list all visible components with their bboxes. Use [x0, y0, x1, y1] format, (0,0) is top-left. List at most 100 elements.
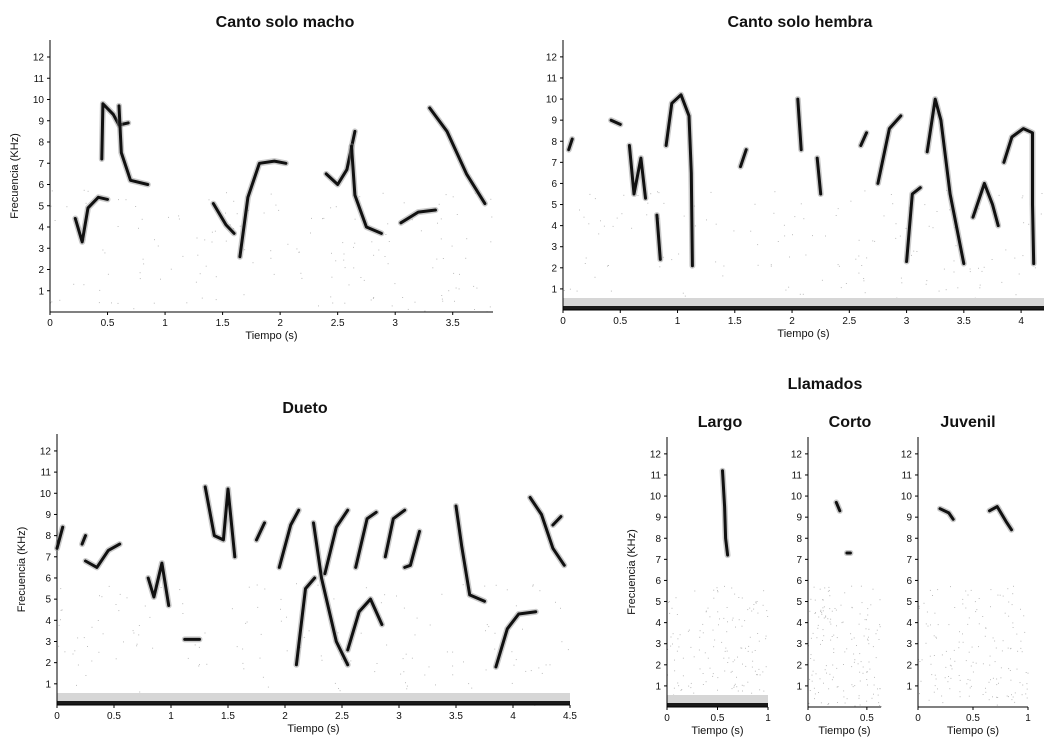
chart-title: Canto solo hembra [727, 14, 873, 31]
background-noise [808, 585, 882, 708]
x-tick-label: 0.5 [711, 713, 725, 724]
x-axis-label: Tiempo (s) [245, 330, 297, 342]
y-tick-label: 3 [551, 242, 557, 253]
y-tick-label: 12 [40, 446, 52, 457]
note-trace [876, 114, 903, 185]
y-tick-label: 10 [40, 489, 52, 500]
y-tick-label: 5 [796, 597, 802, 608]
y-tick-label: 1 [45, 679, 51, 690]
y-tick-label: 7 [796, 555, 802, 566]
spectrogram-corto: Corto 1 2 3 4 5 6 7 8 9 10 11 12 0 0.5 Tiempo (s) [791, 414, 882, 737]
y-tick-label: 3 [45, 637, 51, 648]
note-trace [859, 131, 868, 147]
spectrogram-canto-solo-macho: Canto solo macho 1 2 3 4 5 6 7 8 9 10 11 12 0 0.5 1 1.5… [0, 0, 520, 350]
y-axis-label: Frecuencia (KHz) [9, 133, 21, 219]
y-tick-label: 10 [33, 95, 45, 106]
y-tick-label: 9 [655, 513, 661, 524]
y-tick-label: 7 [38, 159, 44, 170]
y-tick-label: 10 [546, 95, 558, 106]
x-tick-label: 3.5 [957, 316, 971, 327]
note-trace [1002, 127, 1036, 266]
note-trace [655, 213, 662, 261]
x-tick-label: 1 [675, 316, 681, 327]
x-axis-label: Tiempo (s) [691, 725, 743, 737]
y-tick-label: 5 [45, 595, 51, 606]
y-tick-label: 4 [906, 618, 912, 629]
note-trace [739, 148, 748, 169]
y-tick-label: 10 [650, 492, 662, 503]
y-tick-label: 11 [41, 468, 52, 479]
chart-title: Corto [828, 414, 872, 431]
x-tick-label: 1 [765, 713, 771, 724]
note-trace [399, 208, 437, 225]
y-axis-label: Frecuencia (KHz) [16, 527, 28, 613]
y-tick-label: 7 [551, 158, 557, 169]
note-trace [528, 496, 566, 567]
x-tick-label: 2.5 [842, 316, 856, 327]
y-tick-label: 5 [906, 597, 912, 608]
x-axis-label: Tiempo (s) [777, 328, 829, 340]
x-tick-label: 4.5 [563, 711, 577, 722]
note-trace [73, 195, 109, 244]
y-tick-label: 6 [796, 576, 802, 587]
background-noise [50, 189, 493, 313]
note-trace [84, 542, 122, 569]
note-trace [834, 500, 842, 513]
y-tick-label: 1 [906, 681, 912, 692]
x-tick-label: 2.5 [331, 318, 345, 329]
note-trace [211, 202, 236, 235]
y-tick-label: 9 [45, 510, 51, 521]
noise-band [57, 693, 570, 702]
x-tick-label: 3 [396, 711, 402, 722]
y-tick-label: 12 [791, 449, 803, 460]
y-tick-label: 10 [901, 492, 913, 503]
y-tick-label: 7 [45, 552, 51, 563]
y-tick-label: 11 [902, 470, 913, 481]
y-tick-label: 11 [792, 470, 803, 481]
y-tick-label: 12 [546, 52, 558, 63]
y-tick-label: 10 [791, 492, 803, 503]
note-trace [277, 508, 301, 569]
y-tick-label: 9 [796, 513, 802, 524]
group-title-llamados: Llamados [787, 376, 863, 393]
x-tick-label: 0 [664, 713, 670, 724]
spectrogram-canto-solo-hembra: Canto solo hembra 1 2 3 4 5 6 7 8 9 10 11 12 0 0.5 1 1.… [0, 0, 1044, 350]
x-tick-label: 0.5 [613, 316, 627, 327]
x-tick-label: 3.5 [446, 318, 460, 329]
x-tick-label: 2 [789, 316, 795, 327]
y-tick-label: 7 [655, 555, 661, 566]
x-tick-label: 0 [915, 713, 921, 724]
note-trace [905, 186, 922, 263]
y-tick-label: 9 [906, 513, 912, 524]
y-tick-label: 6 [38, 180, 44, 191]
y-tick-label: 4 [38, 223, 44, 234]
y-tick-label: 9 [38, 116, 44, 127]
note-trace [117, 104, 150, 186]
y-tick-label: 8 [906, 534, 912, 545]
x-tick-label: 3 [392, 318, 398, 329]
y-tick-label: 4 [655, 618, 661, 629]
x-tick-label: 1 [162, 318, 168, 329]
x-tick-label: 0.5 [966, 713, 980, 724]
y-tick-label: 6 [45, 573, 51, 584]
y-tick-label: 11 [651, 470, 662, 481]
x-tick-label: 2.5 [335, 711, 349, 722]
y-tick-label: 12 [650, 449, 662, 460]
note-trace [383, 508, 407, 559]
note-trace [80, 534, 87, 546]
y-tick-label: 6 [655, 576, 661, 587]
y-tick-label: 12 [33, 53, 45, 64]
x-tick-label: 2 [277, 318, 283, 329]
y-tick-label: 2 [655, 660, 661, 671]
x-axis-label: Tiempo (s) [287, 723, 339, 735]
noise-floor [57, 701, 570, 705]
chart-title: Canto solo macho [215, 14, 355, 31]
note-trace [354, 510, 378, 569]
y-tick-label: 8 [38, 138, 44, 149]
note-trace [146, 561, 171, 607]
x-axis-label: Tiempo (s) [947, 725, 999, 737]
x-tick-label: 0 [560, 316, 566, 327]
